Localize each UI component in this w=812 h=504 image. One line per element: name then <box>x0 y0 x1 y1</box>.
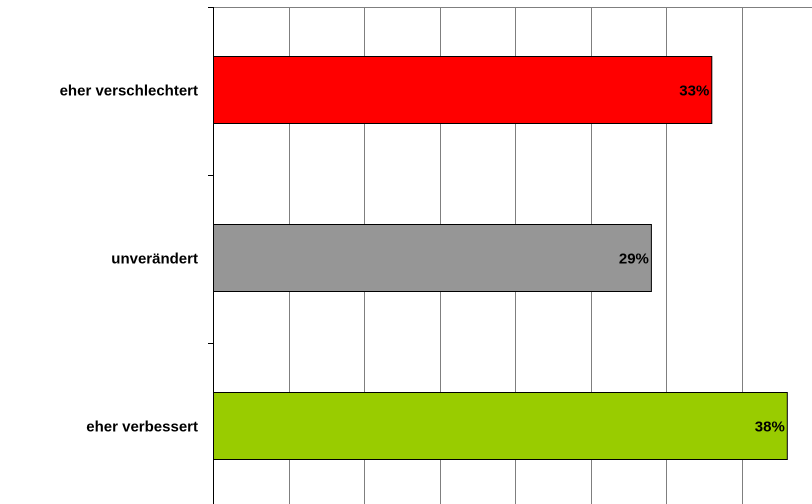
category-label-1: eher verschlechtert <box>60 83 198 100</box>
bar-2 <box>213 224 652 292</box>
category-label-2: unverändert <box>111 251 198 268</box>
value-labels: 33% 29% 38% <box>619 83 785 436</box>
category-axis <box>208 7 214 504</box>
category-labels: eher verschlechtert unverändert eher verbe… <box>60 83 198 436</box>
value-label-1: 33% <box>679 83 709 100</box>
category-label-3: eher verbessert <box>86 419 198 436</box>
value-label-2: 29% <box>619 251 649 268</box>
bars <box>213 56 788 460</box>
value-label-3: 38% <box>755 419 785 436</box>
bar-3 <box>213 392 788 460</box>
bar-1 <box>213 56 713 124</box>
